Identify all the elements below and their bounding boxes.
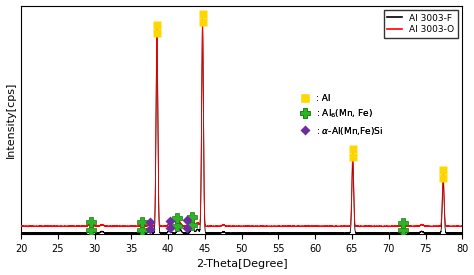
Y-axis label: Intensity[cps]: Intensity[cps] (6, 82, 16, 158)
Legend: : Al, : Al$_6$(Mn, Fe), : $\alpha$-Al(Mn,Fe)Si: : Al, : Al$_6$(Mn, Fe), : $\alpha$-Al(Mn… (299, 91, 386, 139)
X-axis label: 2-Theta[Degree]: 2-Theta[Degree] (196, 259, 288, 270)
